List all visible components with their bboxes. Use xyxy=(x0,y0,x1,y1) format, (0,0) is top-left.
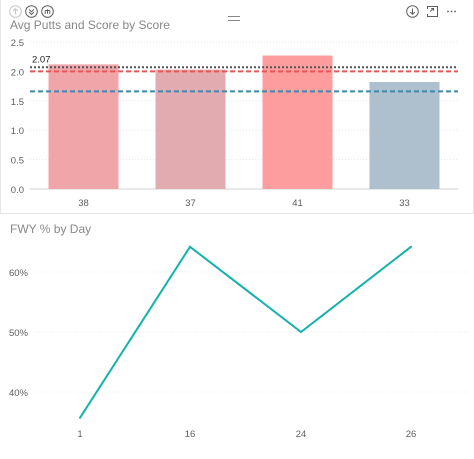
x-tick-label: 37 xyxy=(185,198,196,209)
line-series-fwy xyxy=(79,245,412,419)
expand-hierarchy-icon[interactable] xyxy=(41,5,54,18)
focus-mode-icon[interactable] xyxy=(426,5,439,18)
more-options-icon[interactable] xyxy=(445,5,458,18)
bar-37 xyxy=(155,69,226,189)
reference-line-label: 2.07 xyxy=(32,54,51,65)
up-arrow-icon[interactable] xyxy=(9,5,22,18)
bar-33 xyxy=(369,81,440,189)
drag-handle-icon[interactable] xyxy=(228,8,240,21)
data-point xyxy=(300,331,302,333)
y-tick-label: 2.0 xyxy=(11,67,24,78)
x-tick-label: 38 xyxy=(78,198,89,209)
x-tick-label: 24 xyxy=(296,429,307,440)
drill-mode-icon[interactable] xyxy=(406,5,419,18)
data-point xyxy=(410,245,412,248)
y-tick-label: 0.0 xyxy=(11,185,24,196)
y-tick-label: 1.0 xyxy=(11,126,24,137)
x-tick-label: 1 xyxy=(77,429,82,440)
data-point xyxy=(79,416,81,419)
y-tick-label: 1.5 xyxy=(11,97,24,108)
y-tick-label: 60% xyxy=(9,268,29,279)
y-tick-label: 2.5 xyxy=(11,38,24,49)
bar-41 xyxy=(262,55,333,189)
y-tick-label: 40% xyxy=(9,388,29,399)
y-tick-label: 0.5 xyxy=(11,156,24,167)
line-chart-title: FWY % by Day xyxy=(10,222,92,236)
x-tick-label: 26 xyxy=(406,429,417,440)
bar-chart-title: Avg Putts and Score by Score xyxy=(10,18,170,32)
x-tick-label: 16 xyxy=(185,429,196,440)
bar-38 xyxy=(48,64,119,189)
drill-down-icon[interactable] xyxy=(25,5,38,18)
x-tick-label: 33 xyxy=(399,198,410,209)
data-point xyxy=(189,245,191,248)
x-tick-label: 41 xyxy=(292,198,303,209)
y-tick-label: 50% xyxy=(9,328,29,339)
